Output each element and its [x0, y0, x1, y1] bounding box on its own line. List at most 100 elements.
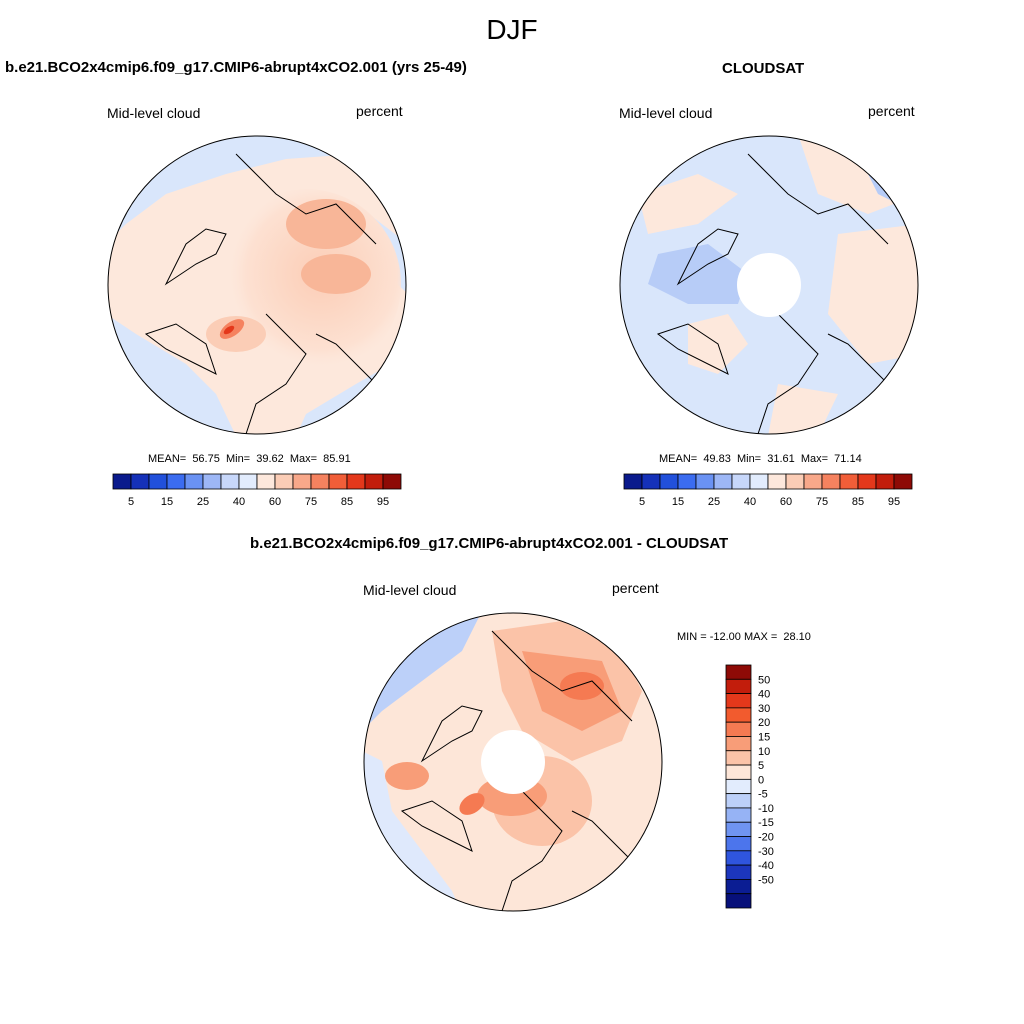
panel-title-diff: b.e21.BCO2x4cmip6.f09_g17.CMIP6-abrupt4x… [250, 535, 729, 552]
colorbar-box [202, 473, 222, 490]
colorbar-box [725, 778, 752, 795]
colorbar-tick-label: 85 [852, 496, 864, 508]
colorbar-tick-label: 95 [888, 496, 900, 508]
colorbar-tick-label: 20 [758, 717, 770, 729]
colorbar-box [659, 473, 679, 490]
colorbar-box [725, 864, 752, 880]
colorbar-box [713, 473, 733, 490]
colorbar-box [857, 473, 877, 490]
colorbar-ticks-model: 5 15 25 40 60 75 85 95 [128, 496, 389, 508]
units-label-obs: percent [868, 103, 915, 119]
colorbar-box [677, 473, 697, 490]
colorbar-tick-label: -5 [758, 789, 768, 801]
colorbar-box [695, 473, 715, 490]
colorbar-tick-label: 75 [305, 496, 317, 508]
variable-label-obs: Mid-level cloud [619, 105, 713, 121]
colorbar-box [292, 473, 312, 490]
colorbar-tick-label: -40 [758, 860, 774, 872]
colorbar-boxes-diff [725, 664, 752, 909]
colorbar-tick-label: 5 [128, 496, 134, 508]
colorbar-box [256, 473, 276, 490]
colorbar-model: 5 15 25 40 60 75 85 95 [112, 473, 402, 508]
colorbar-tick-label: 50 [758, 674, 770, 686]
colorbar-box [725, 664, 752, 680]
colorbar-ticks-obs: 5 15 25 40 60 75 85 95 [639, 496, 900, 508]
colorbar-box [725, 721, 752, 737]
units-label-model: percent [356, 103, 403, 119]
colorbar-tick-label: -30 [758, 846, 774, 858]
colorbar-box [731, 473, 751, 490]
panel-title-obs: CLOUDSAT [722, 60, 805, 77]
colorbar-box [803, 473, 823, 490]
colorbar-tick-label: 75 [816, 496, 828, 508]
colorbar-box [725, 764, 752, 780]
colorbar-box [238, 473, 258, 490]
colorbar-box [839, 473, 859, 490]
colorbar-box [725, 750, 752, 766]
colorbar-box [767, 473, 787, 490]
colorbar-box [310, 473, 330, 490]
colorbar-tick-label: 10 [758, 746, 770, 758]
figure-title: DJF [486, 14, 538, 45]
colorbar-tick-label: 60 [269, 496, 281, 508]
stats-diff: MIN = -12.00 MAX = 28.10 [677, 631, 811, 643]
variable-label-model: Mid-level cloud [107, 105, 201, 121]
colorbar-boxes-model [112, 473, 402, 490]
colorbar-box [725, 807, 752, 823]
colorbar-box [623, 473, 643, 490]
colorbar-tick-label: 40 [233, 496, 245, 508]
colorbar-box [148, 473, 168, 490]
colorbar-box [346, 473, 366, 490]
polar-map-obs [619, 135, 919, 435]
colorbar-tick-label: 15 [758, 731, 770, 743]
colorbar-tick-label: -10 [758, 803, 774, 815]
colorbar-tick-label: 25 [708, 496, 720, 508]
panel-title-model: b.e21.BCO2x4cmip6.f09_g17.CMIP6-abrupt4x… [5, 59, 467, 76]
colorbar-tick-label: 15 [161, 496, 173, 508]
colorbar-obs: 5 15 25 40 60 75 85 95 [623, 473, 913, 508]
colorbar-tick-label: 25 [197, 496, 209, 508]
colorbar-box [749, 473, 769, 490]
colorbar-box [641, 473, 661, 490]
polar-map-diff [363, 612, 663, 912]
variable-label-diff: Mid-level cloud [363, 582, 457, 598]
colorbar-boxes-obs [623, 473, 913, 490]
colorbar-tick-label: 60 [780, 496, 792, 508]
colorbar-box [112, 473, 132, 490]
colorbar-box [130, 473, 150, 490]
colorbar-tick-label: 95 [377, 496, 389, 508]
colorbar-tick-label: 30 [758, 703, 770, 715]
colorbar-box [725, 736, 752, 752]
colorbar-box [328, 473, 348, 490]
colorbar-tick-label: 40 [744, 496, 756, 508]
colorbar-box [725, 879, 752, 895]
units-label-diff: percent [612, 580, 659, 596]
colorbar-tick-label: 0 [758, 774, 764, 786]
polar-map-model [107, 135, 407, 435]
colorbar-tick-label: 5 [758, 760, 764, 772]
colorbar-box [725, 836, 752, 852]
colorbar-box [166, 473, 186, 490]
colorbar-box [274, 473, 294, 490]
colorbar-box [725, 893, 752, 909]
stats-obs: MEAN= 49.83 Min= 31.61 Max= 71.14 [659, 453, 862, 465]
colorbar-box [821, 473, 841, 490]
colorbar-box [785, 473, 805, 490]
colorbar-box [875, 473, 895, 490]
colorbar-tick-label: 40 [758, 689, 770, 701]
colorbar-box [364, 473, 384, 490]
colorbar-box [725, 850, 752, 866]
colorbar-tick-label: 85 [341, 496, 353, 508]
colorbar-box [725, 678, 752, 694]
colorbar-box [725, 793, 752, 809]
colorbar-box [893, 473, 913, 490]
colorbar-box [725, 821, 752, 837]
colorbar-box [725, 707, 752, 723]
colorbar-tick-label: -50 [758, 874, 774, 886]
colorbar-tick-label: 15 [672, 496, 684, 508]
colorbar-tick-label: -15 [758, 817, 774, 829]
colorbar-tick-label: 5 [639, 496, 645, 508]
colorbar-tick-label: -20 [758, 832, 774, 844]
